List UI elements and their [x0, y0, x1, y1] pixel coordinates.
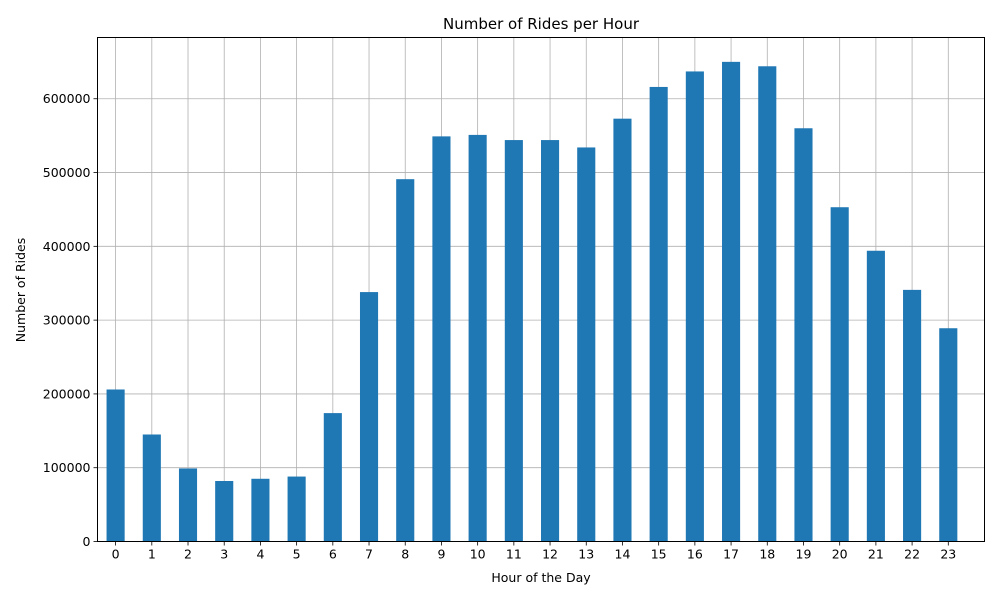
bar-hour-15 — [649, 86, 668, 542]
x-axis-ticks: 0 1 2 3 4 5 6 7 8 9 10 11 12 13 14 15 16 17 18 19 20 21 22 23 — [112, 541, 956, 562]
bar-hour-19 — [794, 128, 813, 542]
x-tick-label: 10 — [470, 547, 486, 562]
x-tick-label: 3 — [220, 547, 228, 562]
x-tick-label: 11 — [506, 547, 522, 562]
bar-hour-22 — [903, 289, 922, 542]
bar-hour-2 — [178, 468, 198, 542]
y-tick-label: 500000 — [43, 165, 91, 180]
bar-hour-7 — [359, 292, 379, 542]
x-tick-label: 15 — [651, 547, 667, 562]
bar-hour-4 — [251, 478, 270, 542]
bar-hour-1 — [142, 434, 161, 542]
bar-hour-21 — [866, 250, 885, 542]
x-tick-label: 19 — [796, 547, 812, 562]
x-tick-label: 2 — [184, 547, 192, 562]
x-axis-label: Hour of the Day — [491, 570, 591, 585]
y-tick-label: 300000 — [43, 313, 91, 328]
bar-hour-8 — [396, 179, 415, 542]
y-axis-ticks: 0 100000 200000 300000 400000 500000 600000 — [43, 91, 98, 549]
bar-hour-9 — [432, 136, 451, 542]
y-tick-label: 0 — [83, 534, 91, 549]
x-tick-label: 22 — [904, 547, 920, 562]
y-tick-label: 400000 — [43, 239, 91, 254]
x-tick-label: 0 — [112, 547, 120, 562]
bar-hour-16 — [685, 71, 704, 542]
bar-hour-23 — [939, 328, 958, 542]
x-tick-label: 17 — [723, 547, 739, 562]
x-tick-label: 18 — [759, 547, 775, 562]
bar-hour-17 — [722, 61, 741, 542]
bar-hour-20 — [830, 207, 849, 542]
x-tick-label: 12 — [542, 547, 558, 562]
x-tick-label: 8 — [401, 547, 409, 562]
x-tick-label: 9 — [437, 547, 445, 562]
x-tick-label: 21 — [868, 547, 884, 562]
bars — [106, 61, 958, 542]
x-tick-label: 6 — [329, 547, 337, 562]
bar-hour-0 — [106, 389, 125, 542]
x-tick-label: 5 — [293, 547, 301, 562]
x-tick-label: 20 — [832, 547, 848, 562]
y-tick-label: 200000 — [43, 386, 91, 401]
bar-hour-13 — [577, 147, 596, 542]
bar-hour-3 — [215, 480, 234, 542]
x-tick-label: 23 — [940, 547, 956, 562]
x-tick-label: 16 — [687, 547, 703, 562]
bar-hour-18 — [758, 66, 777, 542]
plot-frame — [97, 37, 985, 542]
bar-hour-10 — [468, 134, 487, 542]
x-tick-label: 7 — [365, 547, 373, 562]
bar-hour-6 — [323, 413, 342, 542]
bar-hour-14 — [613, 118, 632, 542]
y-axis-label: Number of Rides — [13, 238, 28, 343]
x-tick-label: 1 — [148, 547, 156, 562]
x-tick-label: 13 — [578, 547, 594, 562]
bar-hour-11 — [504, 140, 523, 542]
y-tick-label: 600000 — [43, 91, 91, 106]
x-tick-label: 4 — [256, 547, 264, 562]
y-tick-label: 100000 — [43, 460, 91, 475]
bar-hour-5 — [287, 476, 306, 542]
x-tick-label: 14 — [615, 547, 631, 562]
chart-title: Number of Rides per Hour — [443, 15, 640, 33]
bar-hour-12 — [541, 140, 560, 542]
